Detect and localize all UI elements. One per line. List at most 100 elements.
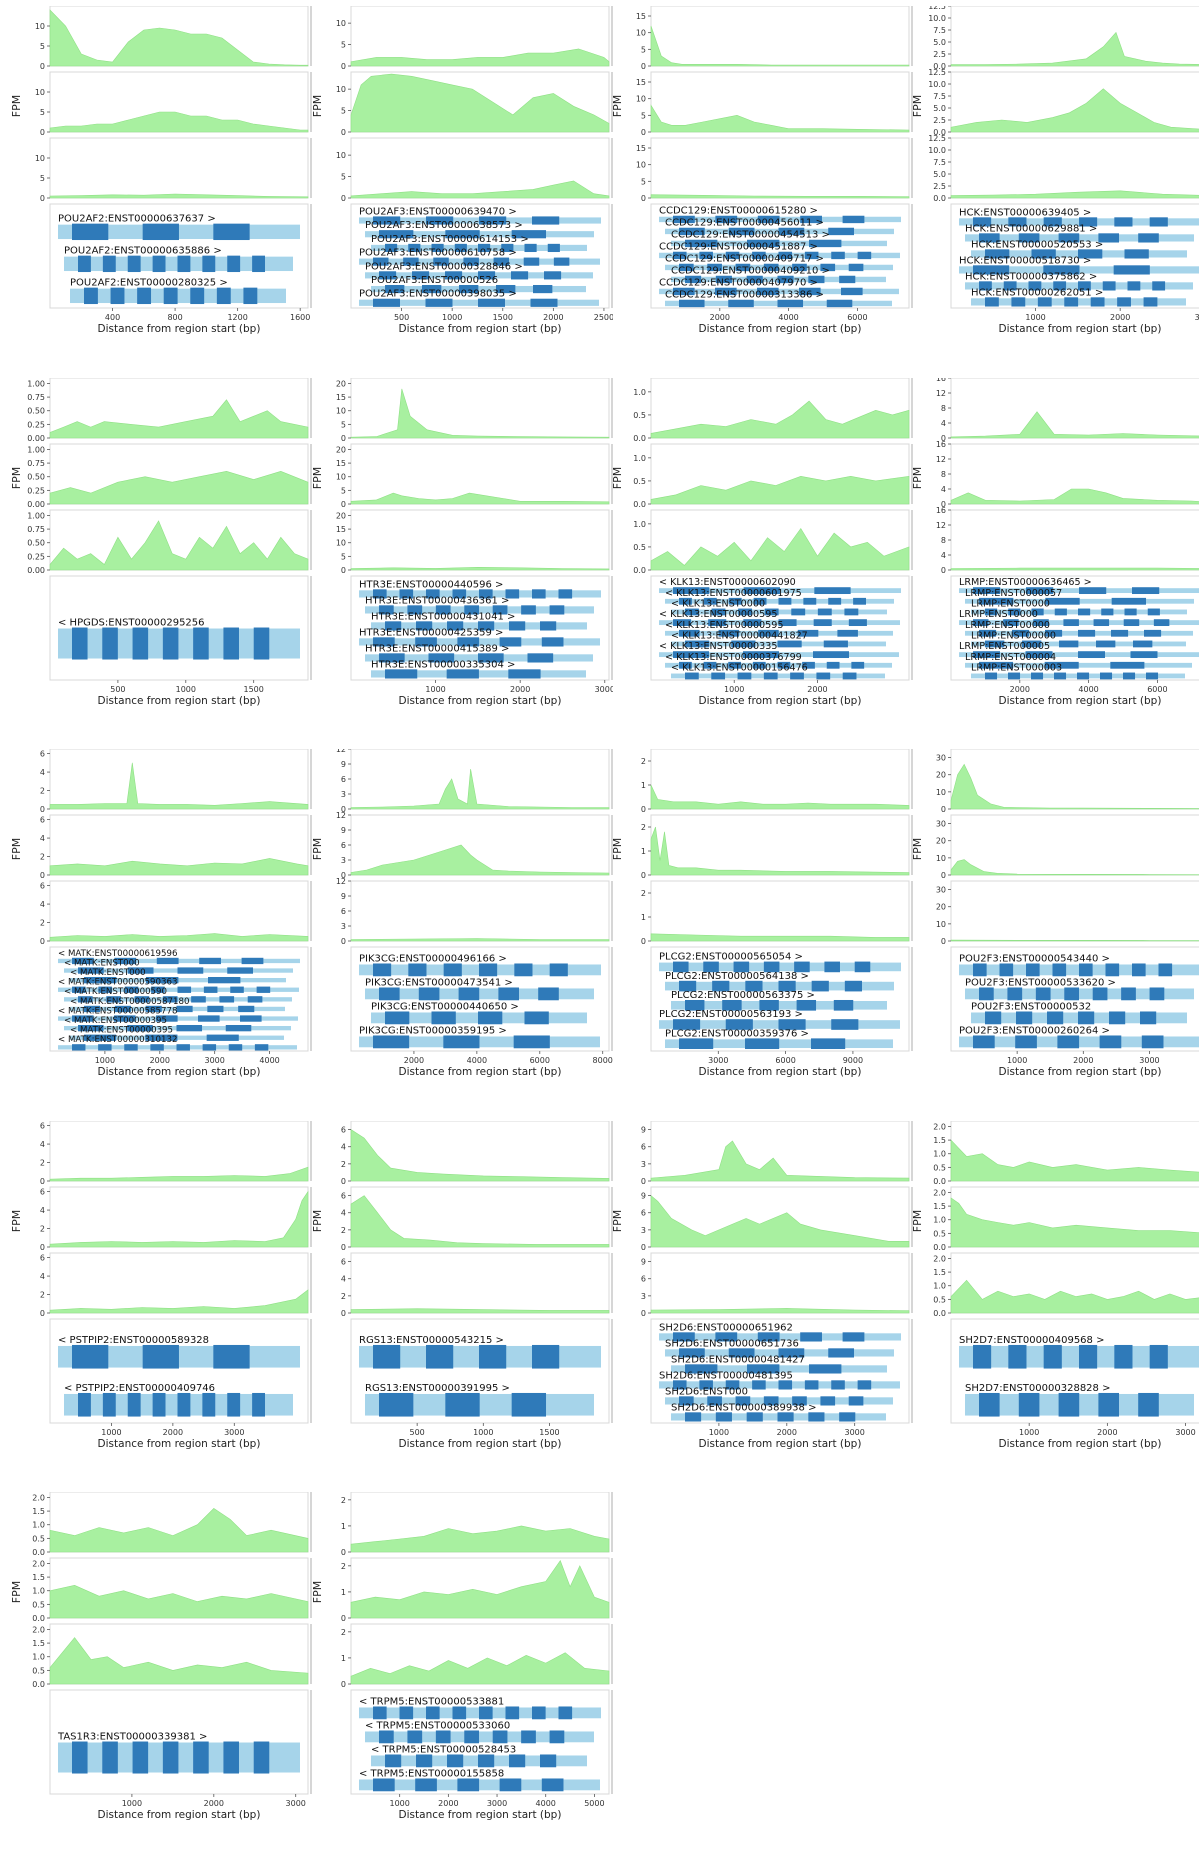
- exon-block: [1008, 217, 1027, 227]
- y-tick-label: 20: [336, 379, 346, 388]
- coverage-area: [49, 933, 309, 942]
- transcript-row: < HPGDS:ENST00000295256: [58, 618, 300, 660]
- gene-panel-ccdc129: FPM051015POU2AF3051015H3K27AC051015Input…: [611, 5, 925, 378]
- exon-block: [72, 957, 94, 965]
- transcript-label: HCK:ENST00000518730 >: [959, 255, 1091, 266]
- y-tick-label: 0: [941, 871, 946, 880]
- track-frame: [350, 443, 610, 505]
- exon-block: [102, 627, 118, 660]
- exon-block: [84, 287, 98, 305]
- gene-model: POU2F3:ENST00000543440 > POU2F3:ENST00000…: [950, 946, 1199, 1078]
- y-tick-label: 12: [936, 455, 946, 464]
- transcript-row: LRMP:ENST000004: [965, 652, 1192, 669]
- exon-block: [152, 1392, 166, 1417]
- transcript-row: HCK:ENST00000629881 >: [965, 223, 1194, 243]
- exon-block: [1058, 1392, 1080, 1417]
- transcript-row: < KLK13:ENST00000376799: [665, 652, 892, 669]
- y-tick-label: 0.00: [27, 434, 45, 443]
- exon-block: [804, 251, 819, 260]
- exon-block: [1101, 608, 1114, 616]
- exon-block: [831, 1380, 845, 1390]
- exon-block: [973, 587, 1001, 595]
- panel-svg: FPM036912POU2AF3036912H3K27AC036912Input…: [311, 745, 625, 1078]
- exon-block: [1138, 233, 1159, 243]
- exon-block: [1149, 987, 1165, 1001]
- x-tick-label: 1000: [473, 1428, 493, 1437]
- y-tick-label: 6: [40, 1188, 45, 1197]
- x-axis-label: Distance from region start (bp): [399, 323, 562, 335]
- transcript-label: LRMP:ENST00000: [965, 620, 1050, 631]
- exon-block: [72, 1015, 94, 1022]
- y-tick-label: 1.00: [27, 511, 45, 520]
- exon-block: [1141, 1035, 1164, 1049]
- track-pou2af3: 0246POU2AF3: [40, 1120, 324, 1186]
- transcript-label: < KLK13:ENST00000595: [659, 609, 777, 620]
- coverage-area: [650, 475, 910, 505]
- y-tick-label: 0.0: [633, 500, 646, 509]
- coverage-area: [49, 858, 309, 876]
- exon-block: [106, 996, 121, 1003]
- y-tick-label: 10: [35, 154, 45, 163]
- coverage-area: [49, 1166, 309, 1182]
- track-frame: [950, 137, 1199, 199]
- exon-block: [1111, 597, 1147, 605]
- track-strip: [310, 6, 324, 66]
- coverage-area: [950, 88, 1199, 133]
- transcript-label: SH2D6:ENST000: [665, 1386, 748, 1397]
- exon-block: [132, 1741, 149, 1774]
- transcript-label: HTR3E:ENST00000431041 >: [371, 611, 515, 622]
- exon-block: [435, 1730, 451, 1744]
- y-tick-label: 0: [341, 434, 346, 443]
- y-tick-label: 3: [341, 856, 346, 865]
- y-tick-label: 0: [341, 500, 346, 509]
- x-tick-label: 2000: [510, 685, 530, 694]
- exon-block: [142, 1344, 179, 1369]
- transcript-label: POU2AF2:ENST00000280325 >: [70, 278, 228, 289]
- exon-block: [1114, 1344, 1133, 1369]
- y-tick-label: 0.0: [633, 434, 646, 443]
- exon-block: [752, 1380, 766, 1390]
- utr-bar: [365, 1731, 594, 1743]
- exon-block: [679, 227, 705, 236]
- track-input: 036912Input: [336, 877, 625, 946]
- transcript-label: POU2AF2:ENST00000635886 >: [64, 246, 222, 257]
- coverage-area: [650, 826, 910, 876]
- exon-block: [415, 1778, 437, 1792]
- panel-svg: FPM0481216POU2AF30481216H3K27AC0481216In…: [911, 374, 1199, 707]
- track-strip: [310, 444, 324, 504]
- gene-panel-klk13: FPM0.00.51.0POU2AF30.00.51.0H3K27AC0.00.…: [611, 377, 925, 750]
- y-tick-label: 6: [40, 1122, 45, 1131]
- exon-block: [102, 255, 116, 273]
- track-frame: [950, 814, 1199, 876]
- exon-block: [457, 637, 480, 647]
- exon-block: [72, 1044, 86, 1051]
- utr-bar: [659, 588, 901, 594]
- transcript-row: HTR3E:ENST00000431041 >: [371, 611, 587, 631]
- y-tick-label: 3: [341, 790, 346, 799]
- x-tick-label: 6000: [775, 1056, 795, 1065]
- transcript-label: < KLK13:ENST0000: [671, 599, 765, 610]
- track-pou2af3: 036912POU2AF3: [336, 745, 625, 814]
- x-tick-label: 4000: [536, 1799, 556, 1808]
- x-tick-label: 2000: [807, 685, 827, 694]
- exon-block: [699, 1380, 713, 1390]
- exon-block: [679, 263, 694, 272]
- y-tick-label: 20: [336, 511, 346, 520]
- coverage-area: [49, 111, 309, 133]
- exon-block: [1146, 672, 1159, 680]
- track-frame: [950, 880, 1199, 942]
- exon-block: [715, 215, 738, 224]
- x-tick-label: 1000: [176, 685, 196, 694]
- gene-model: RGS13:ENST00000543215 > RGS13:ENST0000039…: [350, 1318, 625, 1450]
- y-tick-label: 6: [341, 841, 346, 850]
- transcript-row: SH2D7:ENST00000409568 >: [959, 1335, 1199, 1369]
- exon-block: [151, 986, 165, 993]
- panel-svg: FPM0102030POU2AF30102030H3K27AC0102030In…: [911, 748, 1199, 1078]
- y-tick-label: 1.0: [633, 520, 646, 529]
- y-tick-label: 2: [341, 1562, 346, 1571]
- exon-block: [747, 1364, 780, 1374]
- utr-bar: [359, 638, 600, 646]
- track-pou2af3: 0102030POU2AF3: [936, 748, 1199, 814]
- exon-block: [479, 1344, 507, 1369]
- exon-block: [385, 621, 402, 631]
